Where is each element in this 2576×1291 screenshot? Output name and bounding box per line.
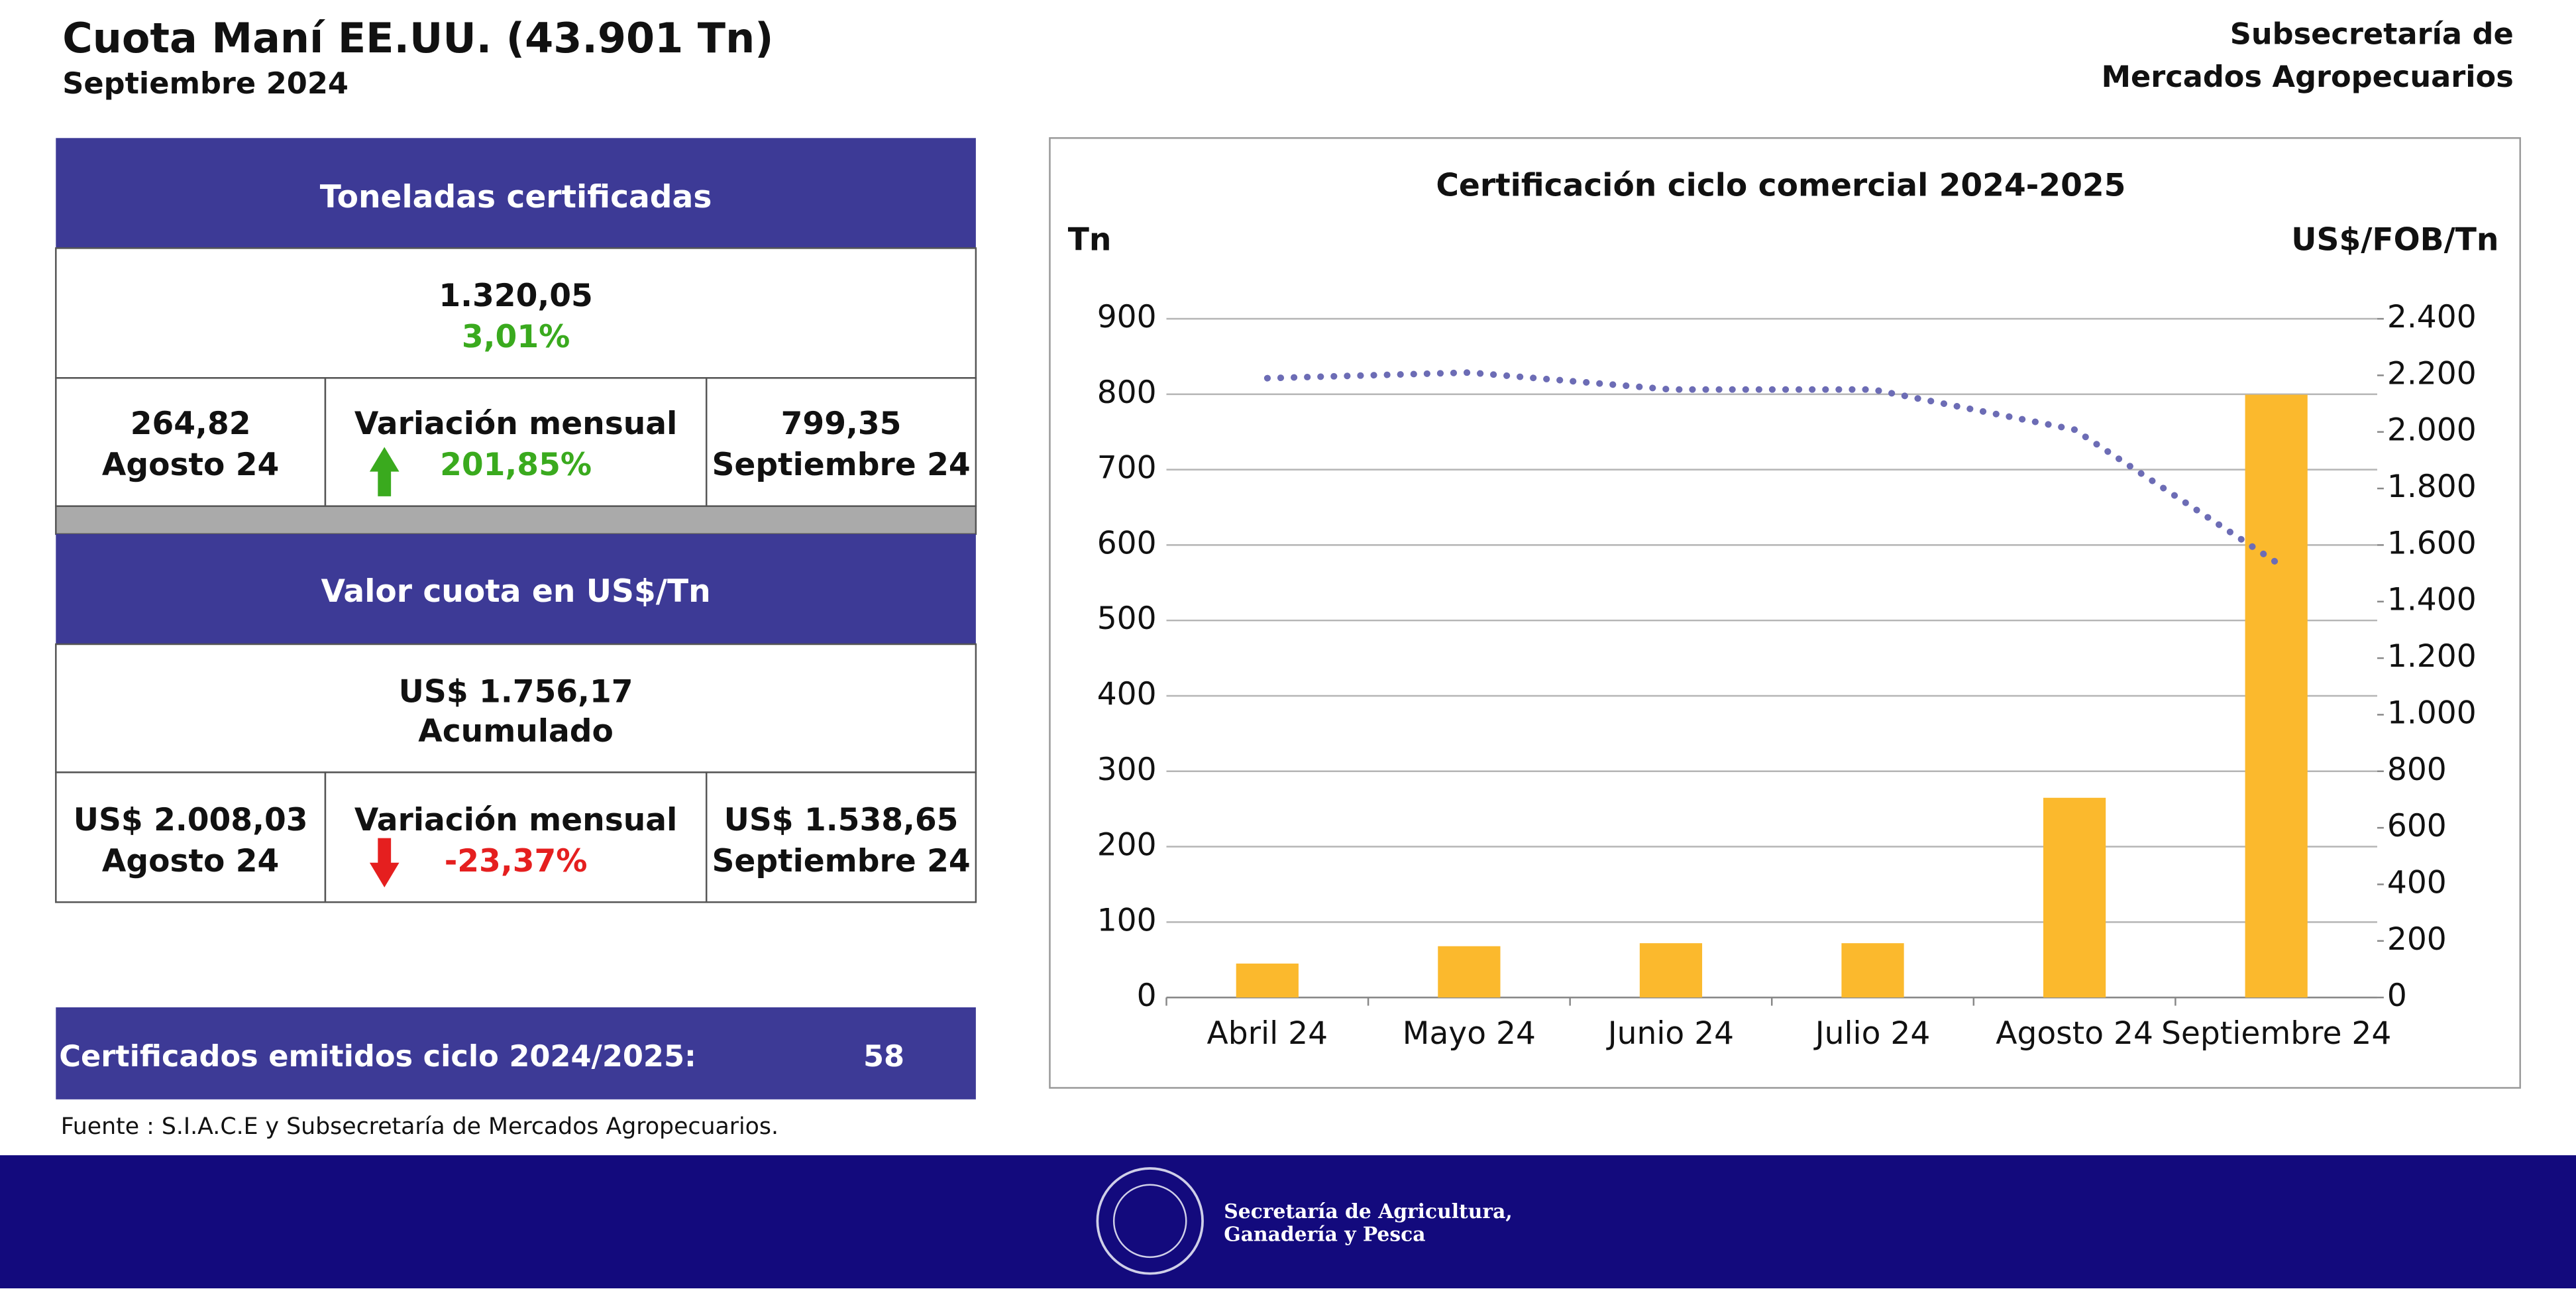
y-tick-label: 600 [1097,525,1157,561]
prev-month: Agosto 24 [102,447,279,483]
price-panel: Valor cuota en US$/Tn US$ 1.756,17 Acumu… [55,533,977,903]
y2-tick-label: 1.400 [2387,582,2477,618]
panel-header [56,138,976,249]
x-tick-label: Agosto 24 [1996,1015,2153,1052]
total-label: Acumulado [418,713,614,750]
y2-tick-label: 1.800 [2387,469,2477,505]
footer-org: Ganadería y Pesca [1224,1223,1425,1247]
x-tick-label: Septiembre 24 [2161,1015,2391,1052]
panel-title: Valor cuota en US$/Tn [321,573,711,610]
x-tick-label: Mayo 24 [1403,1015,1536,1052]
emblem [1112,1184,1187,1259]
current-value: US$ 1.538,65 [724,802,959,838]
bar [1639,943,1703,998]
y2-tick-label: 600 [2387,808,2447,844]
separator [55,505,977,535]
cell [55,643,977,773]
x-tick-label: Julio 24 [1813,1015,1931,1052]
current-month: Septiembre 24 [712,447,970,483]
chart-title: Certificación ciclo comercial 2024-2025 [1436,168,2125,204]
cell [705,771,977,903]
title: Cuota Maní EE.UU. (43.901 Tn) [62,14,773,62]
panel-title: Toneladas certificadas [320,179,712,215]
cell [55,771,327,903]
cell [705,377,977,507]
y-tick-label: 200 [1097,827,1157,864]
org: Subsecretaría de [2230,17,2514,52]
y2-tick-label: 2.400 [2387,299,2477,335]
y-tick-label: 500 [1097,600,1157,637]
total: 1.320,05 [439,278,592,314]
subtitle: Septiembre 2024 [62,66,349,101]
bar [2245,394,2308,998]
source: Fuente : S.I.A.C.E y Subsecretaría de Me… [61,1113,778,1140]
bar [1841,943,1904,998]
certificates-bar [56,1007,976,1099]
x-tick-label: Abril 24 [1207,1015,1328,1052]
y-tick-label: 100 [1097,902,1157,938]
certificates-value: 58 [863,1039,904,1074]
share: 3,01% [462,319,570,355]
footer [0,1155,2576,1288]
emblem [1096,1167,1204,1275]
y2-tick-label: 1.600 [2387,525,2477,561]
y-axis-label: Tn [1068,222,1112,258]
bar [2043,797,2106,998]
panel-header [56,533,976,644]
y2-axis-label: US$/FOB/Tn [2291,222,2498,258]
y-tick-label: 900 [1097,299,1157,335]
cell [324,771,708,903]
x-tick-label: Junio 24 [1606,1015,1734,1052]
change-label: Variación mensual [354,802,677,838]
y-tick-label: 800 [1097,374,1157,411]
prev-value: US$ 2.008,03 [74,802,308,838]
footer-org: Secretaría de Agricultura, [1224,1200,1512,1223]
y2-tick-label: 2.200 [2387,355,2477,392]
current-month: Septiembre 24 [712,843,970,879]
line [1263,369,2280,566]
certificates-label: Certificados emitidos ciclo 2024/2025: [59,1039,696,1074]
cell [55,377,327,507]
y-tick-label: 0 [1137,978,1157,1014]
change-value: -23,37% [445,843,588,879]
bar [1438,946,1501,998]
y-tick-label: 700 [1097,450,1157,486]
bar [1236,963,1299,998]
y2-tick-label: 800 [2387,752,2447,788]
y2-tick-label: 0 [2387,978,2407,1014]
change-label: Variación mensual [354,406,677,442]
y2-tick-label: 200 [2387,921,2447,958]
change-value: 201,85% [440,447,592,483]
cell [55,247,977,379]
org: Mercados Agropecuarios [2102,60,2514,94]
prev-month: Agosto 24 [102,843,279,879]
y-tick-label: 300 [1097,752,1157,788]
y2-tick-label: 1.200 [2387,638,2477,675]
current-value: 799,35 [781,406,902,442]
total: US$ 1.756,17 [399,673,633,710]
y2-tick-label: 400 [2387,864,2447,901]
y2-tick-label: 1.000 [2387,695,2477,731]
tonnage-panel: Toneladas certificadas 1.320,05 3,01% 26… [55,138,977,507]
y-tick-label: 400 [1097,676,1157,712]
y2-tick-label: 2.000 [2387,412,2477,449]
prev-value: 264,82 [131,406,251,442]
